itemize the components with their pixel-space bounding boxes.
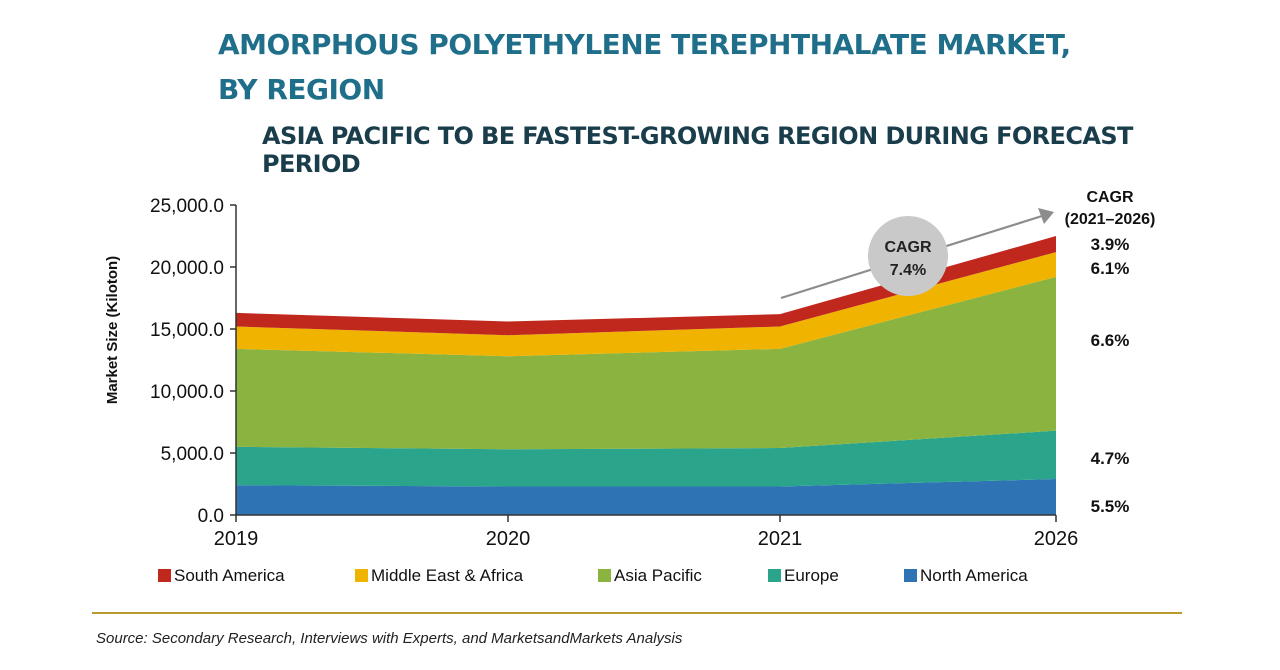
- cagr-value: 3.9%: [1091, 235, 1130, 254]
- legend-label: South America: [174, 566, 285, 585]
- legend-label: North America: [920, 566, 1028, 585]
- legend-swatch: [768, 569, 781, 582]
- y-tick-label: 25,000.0: [150, 196, 224, 217]
- cagr-header: CAGR: [1086, 189, 1134, 206]
- cagr-callout-bubble: [868, 216, 948, 296]
- chart-subtitle: ASIA PACIFIC TO BE FASTEST-GROWING REGIO…: [262, 122, 1133, 178]
- x-tick-label: 2026: [1034, 528, 1079, 550]
- y-axis-title: Market Size (Kiloton): [104, 256, 121, 404]
- cagr-period: (2021–2026): [1065, 211, 1156, 228]
- cagr-value: 6.1%: [1091, 259, 1130, 278]
- y-tick-label: 5,000.0: [161, 444, 224, 465]
- area-middle-east-africa: [236, 252, 1056, 357]
- legend-swatch: [355, 569, 368, 582]
- footer-divider: [92, 612, 1182, 614]
- legend-label: Asia Pacific: [614, 566, 702, 585]
- y-tick-label: 15,000.0: [150, 320, 224, 341]
- x-tick-label: 2019: [214, 528, 259, 550]
- area-europe: [236, 430, 1056, 487]
- y-tick-label: 10,000.0: [150, 382, 224, 403]
- cagr-callout-value: 7.4%: [890, 262, 926, 279]
- cagr-callout-label: CAGR: [884, 239, 932, 256]
- area-asia-pacific: [236, 276, 1056, 450]
- title-line-2: BY REGION: [218, 73, 385, 106]
- cagr-value: 5.5%: [1091, 497, 1130, 516]
- area-north-america: [236, 479, 1056, 515]
- chart-title: AMORPHOUS POLYETHYLENE TEREPHTHALATE MAR…: [218, 22, 1118, 112]
- legend-swatch: [904, 569, 917, 582]
- y-tick-label: 20,000.0: [150, 258, 224, 279]
- legend-label: Middle East & Africa: [371, 566, 524, 585]
- legend-swatch: [598, 569, 611, 582]
- source-note: Source: Secondary Research, Interviews w…: [96, 630, 683, 647]
- cagr-value: 4.7%: [1091, 449, 1130, 468]
- legend-label: Europe: [784, 566, 839, 585]
- x-tick-label: 2020: [486, 528, 531, 550]
- title-line-1: AMORPHOUS POLYETHYLENE TEREPHTHALATE MAR…: [218, 28, 1071, 61]
- x-tick-label: 2021: [758, 528, 803, 550]
- trend-arrow-head: [1038, 208, 1054, 224]
- cagr-value: 6.6%: [1091, 331, 1130, 350]
- legend-swatch: [158, 569, 171, 582]
- stacked-area-chart: 0.0 5,000.0 10,000.0 15,000.0 20,000.0 25,000…: [104, 189, 1156, 585]
- y-tick-label: 0.0: [198, 506, 224, 527]
